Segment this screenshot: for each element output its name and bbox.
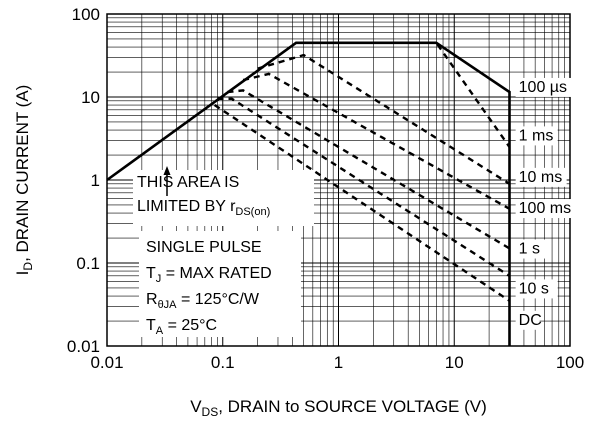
condition-line: SINGLE PULSE — [146, 239, 262, 256]
series-label-bg — [515, 279, 558, 299]
condition-line: TA = 25°C — [146, 317, 217, 337]
limited-area-note-line: THIS AREA IS — [137, 174, 239, 191]
y-tick-label: 0.1 — [76, 254, 100, 273]
series-label-bg — [515, 77, 576, 97]
series-line-100-ms — [242, 72, 511, 210]
plot-frame — [106, 13, 571, 347]
y-tick-label: 1 — [91, 171, 100, 190]
limited-area-note-line: LIMITED BY rDS(on) — [137, 198, 270, 218]
condition-line: RθJA = 125°C/W — [146, 291, 260, 311]
series-label-bg — [515, 310, 540, 330]
series-line-100-s — [106, 41, 511, 346]
series-label: 1 ms — [519, 127, 554, 144]
condition-line: TJ = MAX RATED — [146, 265, 272, 285]
x-tick-label: 0.1 — [211, 353, 235, 372]
series-label: 100 ms — [519, 200, 571, 217]
tick-labels: 0.01 0.1 1 10 100 0.01 0.1 1 10 100 — [67, 5, 584, 372]
series-line-1-ms — [306, 41, 511, 148]
series-label: 10 ms — [519, 169, 563, 186]
series-line-10-s — [217, 97, 511, 277]
series-line-dc — [213, 104, 511, 302]
x-tick-label: 0.01 — [90, 353, 123, 372]
series-line-1-s — [227, 89, 511, 250]
series-label: 10 s — [519, 280, 549, 297]
series-labels: 100 µs 1 ms 10 ms 100 ms 1 s 10 s DC — [515, 77, 576, 330]
plot-frame-border — [106, 13, 571, 347]
x-tick-label: 100 — [556, 353, 584, 372]
x-tick-label: 10 — [445, 353, 464, 372]
y-tick-label: 100 — [72, 5, 100, 24]
arrow-up-icon — [163, 166, 171, 175]
series-label-bg — [515, 199, 576, 219]
y-tick-label: 0.01 — [67, 337, 100, 356]
x-tick-label: 1 — [334, 353, 343, 372]
y-axis-title: ID, DRAIN CURRENT (A) — [13, 85, 35, 276]
series-label: DC — [519, 312, 542, 329]
series-label-bg — [515, 239, 549, 259]
series-label: 1 s — [519, 241, 540, 258]
annotation-box — [139, 231, 301, 337]
series-label-bg — [515, 167, 567, 187]
series-label: 100 µs — [519, 79, 567, 96]
series-label-bg — [515, 126, 558, 146]
annotation-backgrounds — [133, 170, 314, 337]
series-line-10-ms — [257, 53, 511, 185]
y-tick-label: 10 — [81, 88, 100, 107]
axis-titles: VDS, DRAIN to SOURCE VOLTAGE (V) ID, DRAI… — [13, 85, 487, 419]
x-axis-title: VDS, DRAIN to SOURCE VOLTAGE (V) — [190, 397, 487, 419]
series-lines — [106, 41, 511, 346]
annotation-box — [133, 170, 314, 226]
annotations: THIS AREA IS LIMITED BY rDS(on) SINGLE PUL… — [137, 174, 272, 337]
